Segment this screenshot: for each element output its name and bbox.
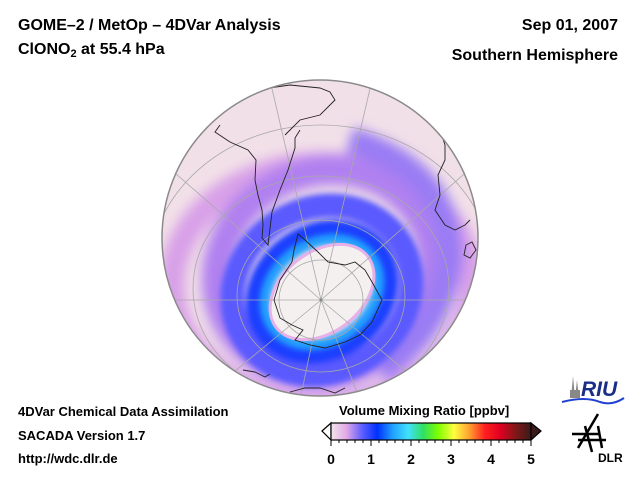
wave-icon <box>561 397 625 405</box>
dlr-cross-logo-icon <box>572 413 606 453</box>
riu-logo-text: RIU <box>581 378 618 401</box>
coast-antarctica <box>273 233 383 349</box>
colorbar-extend-high <box>530 421 542 442</box>
footer-url[interactable]: http://wdc.dlr.de <box>18 451 118 466</box>
colorbar-ticks <box>330 440 532 446</box>
colorbar-tick-label: 5 <box>527 451 535 467</box>
hemisphere-label: Southern Hemisphere <box>451 47 618 64</box>
species-name: ClONO <box>18 41 71 58</box>
graticule <box>162 80 478 396</box>
south-pole-marker <box>319 298 323 302</box>
colorbar-title: Volume Mixing Ratio [ppbv] <box>339 403 510 418</box>
coast-south-america <box>214 124 301 247</box>
colorbar-tick-label: 4 <box>487 451 495 467</box>
riu-logo: RIU <box>561 376 625 405</box>
vortex-band <box>220 193 424 387</box>
coast-africa <box>434 129 471 231</box>
footer-version: SACADA Version 1.7 <box>18 428 146 443</box>
footer-method: 4DVar Chemical Data Assimilation <box>18 404 229 419</box>
colorbar-gradient <box>330 422 532 441</box>
coastlines <box>214 84 477 394</box>
colorbar-tick-label: 3 <box>447 451 455 467</box>
dlr-logo-text: DLR <box>598 451 623 465</box>
coast-australia <box>289 387 346 394</box>
cathedral-icon <box>570 376 580 398</box>
colorbar-tick-label: 0 <box>327 451 335 467</box>
coast-madagascar <box>463 241 477 259</box>
date-label: Sep 01, 2007 <box>521 17 618 34</box>
colorbar-extend-low <box>321 421 332 442</box>
colorbar: 0 1 2 3 4 5 <box>321 421 542 467</box>
species-level-label: ClONO2 at 55.4 hPa <box>18 41 165 60</box>
map-title: GOME–2 / MetOp – 4DVar Analysis <box>18 17 281 34</box>
globe-outline <box>161 79 479 397</box>
globe <box>162 80 478 396</box>
coast-new-zealand <box>242 369 271 378</box>
colorbar-tick-label: 1 <box>367 451 375 467</box>
colorbar-tick-labels: 0 1 2 3 4 5 <box>327 451 535 467</box>
species-subscript: 2 <box>70 48 77 60</box>
pressure-level: at 55.4 hPa <box>76 41 165 58</box>
colorbar-tick-label: 2 <box>407 451 415 467</box>
